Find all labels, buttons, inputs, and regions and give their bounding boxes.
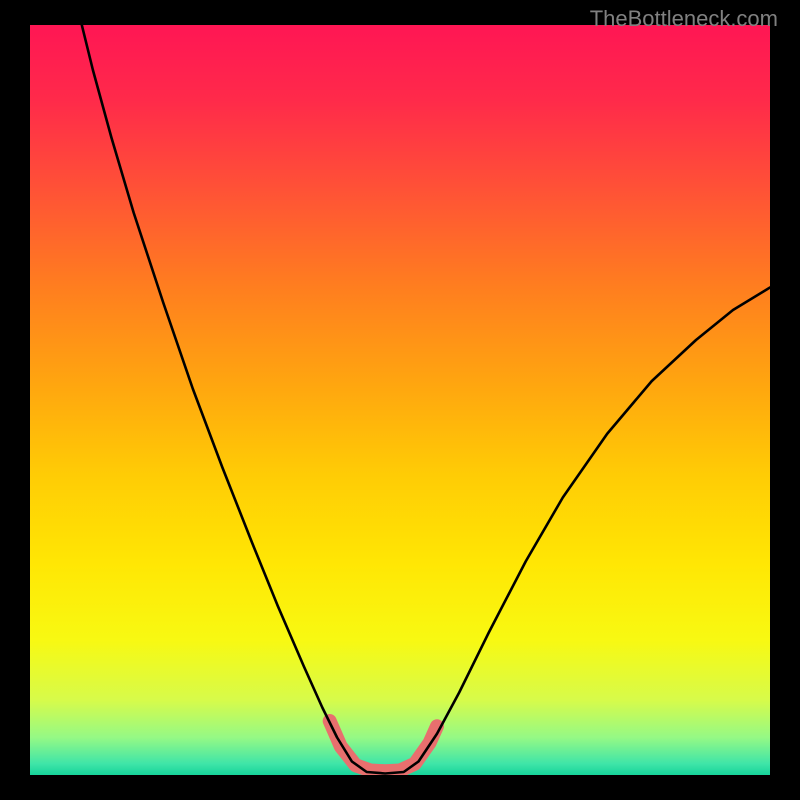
plot-svg	[30, 25, 770, 775]
gradient-background	[30, 25, 770, 775]
watermark-text: TheBottleneck.com	[590, 6, 778, 32]
plot-area	[30, 25, 770, 775]
chart-frame: TheBottleneck.com	[0, 0, 800, 800]
